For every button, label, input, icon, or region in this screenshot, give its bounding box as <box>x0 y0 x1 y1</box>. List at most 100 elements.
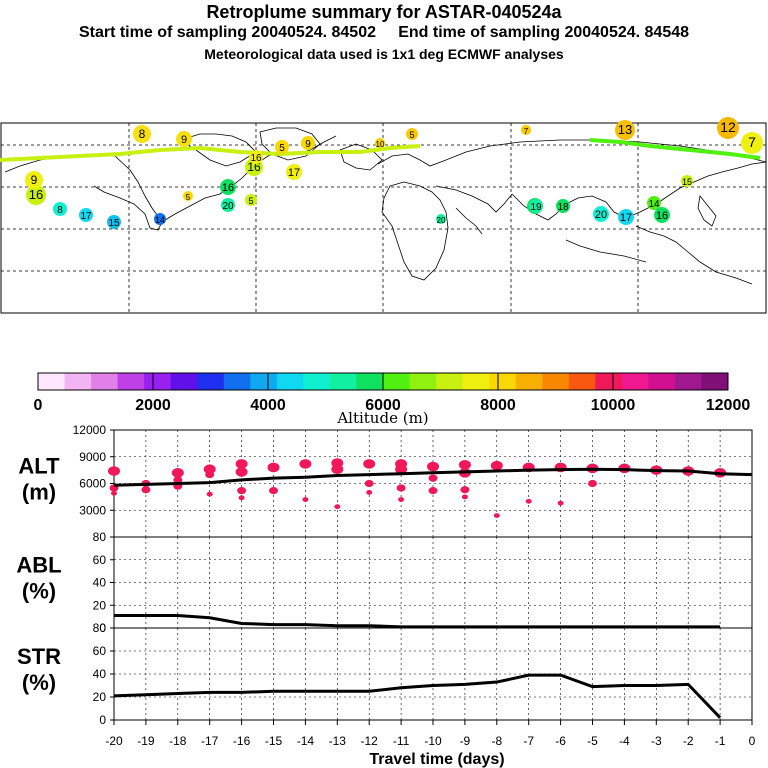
colorbar-swatch <box>276 373 304 390</box>
map-marker <box>741 132 763 154</box>
map-marker-label: 5 <box>409 130 414 140</box>
map-marker <box>286 164 302 180</box>
abl-ytick-label: 60 <box>93 553 107 567</box>
colorbar-swatch <box>91 373 119 390</box>
map-marker <box>53 202 67 216</box>
x-tick-label: -3 <box>651 734 662 748</box>
map-marker-label: 14 <box>155 215 165 225</box>
map-marker <box>176 131 192 147</box>
alt-data-point <box>302 497 309 502</box>
alt-data-point <box>458 459 471 470</box>
colorbar-swatch <box>489 373 517 390</box>
colorbar-swatch <box>383 373 411 390</box>
sampling-times: Start time of sampling 20040524. 84502 E… <box>78 24 690 41</box>
alt-data-point <box>428 474 438 482</box>
colorbar-swatch <box>542 373 570 390</box>
colorbar-swatch <box>356 373 384 390</box>
x-tick-label: -20 <box>105 734 123 748</box>
alt-data-point <box>363 459 376 469</box>
alt-data-point <box>206 491 213 497</box>
map-marker-label: 16 <box>656 210 668 222</box>
met-data-note: Meteorological data used is 1x1 deg ECMW… <box>204 46 564 62</box>
str-line <box>113 673 722 719</box>
alt-data-point <box>428 487 438 495</box>
colorbar-swatch <box>144 373 172 390</box>
map-marker <box>275 140 289 154</box>
alt-data-point <box>235 467 248 477</box>
x-tick-label: -16 <box>233 734 251 748</box>
x-tick-label: 0 <box>749 734 756 748</box>
map-marker <box>681 175 693 187</box>
colorbar-swatch <box>648 373 676 390</box>
str-ytick-label: 60 <box>93 644 107 658</box>
map-marker <box>647 196 661 210</box>
alt-data-point <box>203 464 216 475</box>
map-marker-label: 8 <box>139 127 146 141</box>
alt-data-point <box>238 495 245 501</box>
map-marker <box>245 194 257 206</box>
map-marker-label: 14 <box>648 199 660 210</box>
colorbar-swatch <box>515 373 543 390</box>
alt-ytick-label: 6000 <box>79 477 106 491</box>
chart-title: Retroplume summary for ASTAR-040524a <box>206 2 562 22</box>
alt-data-point <box>111 490 117 496</box>
x-tick-label: -11 <box>393 734 410 748</box>
x-tick-label: -13 <box>329 734 347 748</box>
alt-data-point <box>396 484 406 492</box>
x-tick-label: -18 <box>169 734 187 748</box>
alt-data-point <box>237 487 247 495</box>
colorbar-tick-labels: 0 2000 4000 6000 8000 10000 12000 <box>34 373 750 414</box>
colorbar-tick-label: 4000 <box>250 397 286 414</box>
alt-data-point <box>108 466 120 476</box>
alt-data-point <box>460 486 470 494</box>
abl-ytick-label: 40 <box>93 576 107 590</box>
map-marker <box>221 198 235 212</box>
x-axis: -20 -19 -18 -17 -16 -15 -14 -13 -12 -11 -10 -9 -8 -7-… <box>105 720 756 748</box>
x-tick-label: -12 <box>361 734 379 748</box>
colorbar: 0 2000 4000 6000 8000 10000 12000 Altitude (m) <box>34 372 750 427</box>
alt-data-point <box>269 487 278 495</box>
x-tick-label: -2 <box>683 734 694 748</box>
alt-data-point <box>557 500 564 506</box>
colorbar-label: Altitude (m) <box>336 409 428 427</box>
x-tick-label: -4 <box>619 734 630 748</box>
map-marker <box>26 185 46 205</box>
map-marker-label: 13 <box>618 122 632 137</box>
abl-line <box>114 613 721 629</box>
map-marker-label: 16 <box>250 153 262 164</box>
x-tick-label: -9 <box>460 734 471 748</box>
str-panel: 0 20 40 60 80 STR(%) <box>17 621 753 727</box>
x-tick-label: -8 <box>491 734 502 748</box>
alt-data-point <box>427 461 439 472</box>
str-ytick-label: 40 <box>93 667 107 681</box>
x-tick-label: -17 <box>201 734 219 748</box>
map-marker <box>521 125 531 135</box>
colorbar-swatches <box>38 373 729 390</box>
colorbar-swatch <box>64 373 92 390</box>
colorbar-swatch <box>462 373 490 390</box>
map-marker-label: 15 <box>108 218 120 229</box>
x-tick-label: -6 <box>555 734 566 748</box>
colorbar-tick-label: 6000 <box>365 397 401 414</box>
alt-data-point <box>525 498 532 504</box>
map-marker <box>375 138 385 148</box>
colorbar-tick-label: 10000 <box>591 397 636 414</box>
map-marker <box>25 171 43 189</box>
colorbar-swatch <box>621 373 649 390</box>
alt-label: (m) <box>22 480 56 505</box>
abl-ytick-label: 80 <box>93 530 107 544</box>
map-marker-label: 17 <box>80 211 92 222</box>
map-marker <box>107 215 121 229</box>
map-marker-label: 19 <box>530 202 542 213</box>
map-marker-label: 5 <box>248 196 253 206</box>
map-marker-label: 17 <box>288 167 300 179</box>
map-marker <box>406 128 418 140</box>
abl-ytick-label: 0 <box>99 621 106 635</box>
map-marker <box>79 208 93 222</box>
map-marker-label: 9 <box>305 139 311 150</box>
alt-data-point <box>141 486 151 494</box>
map-marker-label: 16 <box>29 187 43 202</box>
map-marker-label: 7 <box>748 134 756 150</box>
alt-data-point <box>235 459 248 469</box>
